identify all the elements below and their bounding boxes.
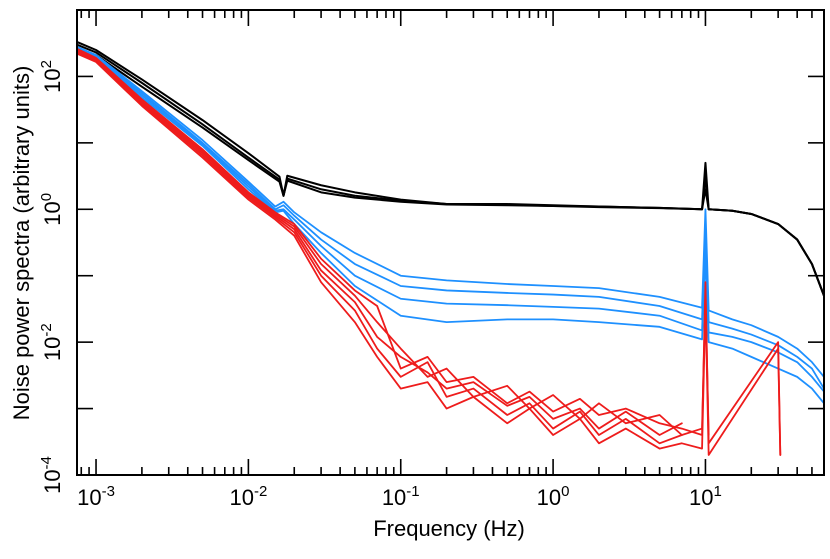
series-red-10 [77,50,683,436]
series-black-1 [77,40,824,297]
series-layer [77,40,824,456]
x-tick-label: 10-2 [229,483,267,510]
tick-labels-layer: 10-3 10-2 10-1 100 101 10-4 10-2 100 102 [38,60,722,510]
series-black-2 [77,43,824,297]
ticks-layer [77,9,825,476]
series-red-8 [77,47,782,456]
plot-frame [76,9,825,476]
x-axis-title: Frequency (Hz) [373,516,525,541]
y-tick-label: 102 [38,60,65,93]
x-tick-label: 10-3 [77,483,115,510]
series-red-9 [77,49,710,436]
x-tick-label: 101 [689,483,722,510]
series-blue-7 [77,49,824,405]
y-tick-label: 10-2 [38,323,65,361]
series-red-12 [77,52,782,456]
y-axis-title: Noise power spectra (arbitrary units) [9,66,34,421]
x-tick-label: 10-1 [382,483,420,510]
y-tick-label: 10-4 [38,456,65,494]
x-tick-label: 100 [537,483,570,510]
series-black-3 [77,46,824,297]
y-tick-label: 100 [38,193,65,226]
series-blue-4 [77,45,824,378]
series-red-11 [77,51,683,445]
series-blue-6 [77,47,824,393]
series-blue-5 [77,46,824,390]
